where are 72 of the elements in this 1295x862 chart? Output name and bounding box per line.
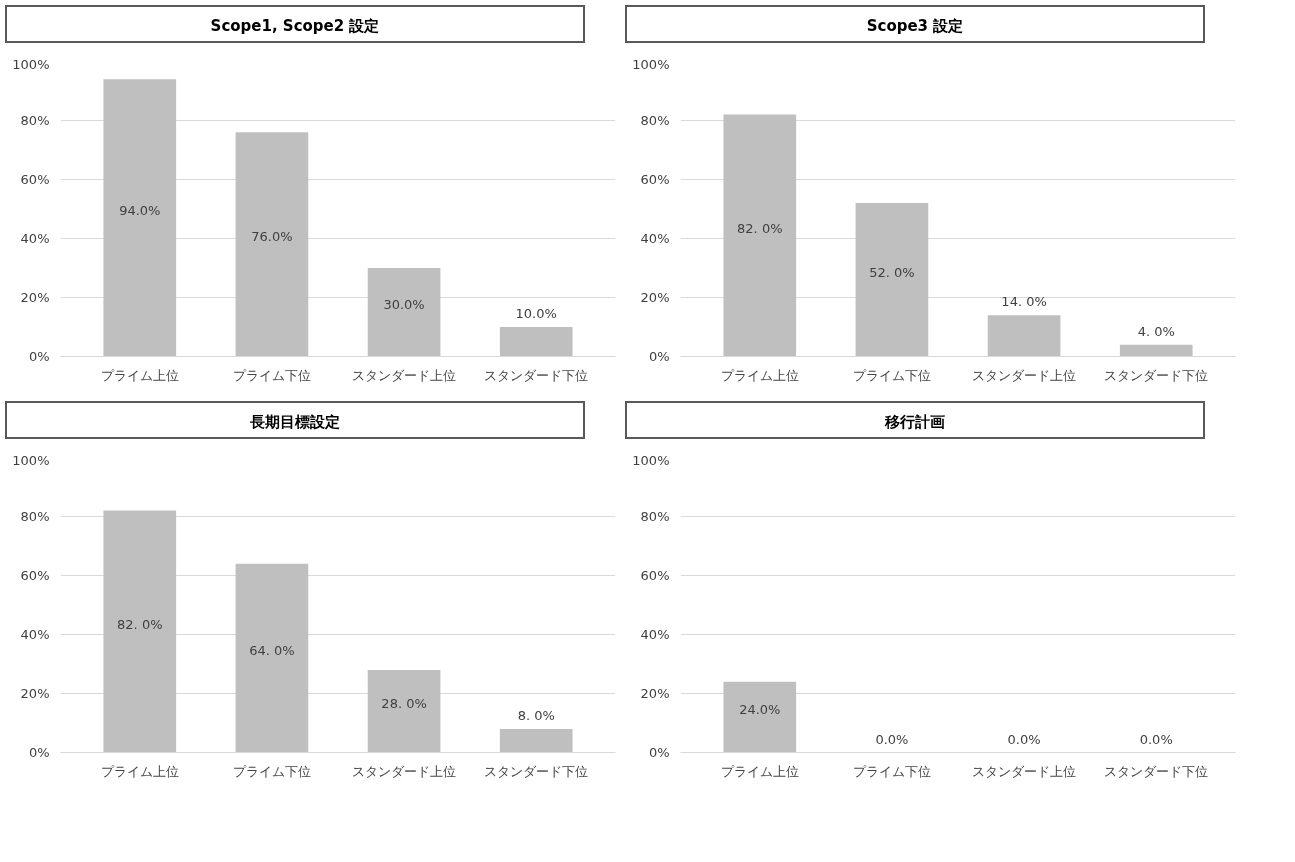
- chart-title: 移行計画: [625, 401, 1205, 439]
- y-tick-label: 60%: [640, 172, 670, 187]
- y-tick-label: 100%: [12, 56, 50, 72]
- bar: [367, 268, 441, 357]
- bar: [855, 203, 929, 357]
- data-label: 0.0%: [1007, 731, 1041, 747]
- x-tick-label: プライム上位: [100, 367, 179, 383]
- bar: [987, 315, 1061, 357]
- y-tick-label: 100%: [632, 452, 670, 468]
- chart-title: Scope1, Scope2 設定: [5, 5, 585, 43]
- y-tick-label: 60%: [20, 568, 50, 583]
- x-tick-label: スタンダード上位: [352, 763, 457, 779]
- bar: [499, 728, 573, 753]
- x-tick-label: プライム上位: [720, 763, 799, 779]
- y-tick-label: 40%: [20, 627, 50, 642]
- y-tick-label: 20%: [640, 290, 670, 305]
- x-tick-label: プライム上位: [720, 367, 799, 383]
- x-tick-label: スタンダード下位: [1104, 763, 1209, 779]
- bar: [1119, 344, 1193, 357]
- chart-title: 長期目標設定: [5, 401, 585, 439]
- y-tick-label: 0%: [28, 745, 50, 760]
- data-label: 52. 0%: [869, 264, 915, 280]
- data-label: 4. 0%: [1137, 323, 1175, 339]
- bar: [235, 132, 309, 357]
- y-tick-label: 20%: [20, 686, 50, 701]
- chart-title: Scope3 設定: [625, 5, 1205, 43]
- y-tick-label: 100%: [632, 56, 670, 72]
- y-tick-label: 0%: [648, 745, 670, 760]
- data-label: 24.0%: [739, 702, 781, 718]
- data-label: 30.0%: [383, 297, 425, 313]
- x-tick-label: スタンダード下位: [484, 763, 589, 779]
- x-tick-label: スタンダード上位: [972, 763, 1077, 779]
- y-tick-label: 0%: [28, 349, 50, 364]
- x-tick-label: プライム下位: [852, 763, 931, 779]
- bar: [103, 79, 177, 357]
- y-tick-label: 80%: [640, 113, 670, 128]
- bar: [367, 669, 441, 753]
- x-tick-label: プライム上位: [100, 763, 179, 779]
- y-tick-label: 80%: [20, 509, 50, 524]
- y-tick-label: 80%: [20, 113, 50, 128]
- y-tick-label: 20%: [20, 290, 50, 305]
- data-label: 28. 0%: [381, 696, 427, 712]
- y-tick-label: 60%: [640, 568, 670, 583]
- bar: [723, 114, 797, 357]
- y-tick-label: 0%: [648, 349, 670, 364]
- x-tick-label: スタンダード上位: [352, 367, 457, 383]
- x-tick-label: スタンダード下位: [1104, 367, 1209, 383]
- x-tick-label: プライム下位: [232, 367, 311, 383]
- y-tick-label: 40%: [20, 231, 50, 246]
- y-tick-label: 40%: [640, 627, 670, 642]
- data-label: 8. 0%: [517, 708, 555, 723]
- data-label: 94.0%: [119, 202, 161, 218]
- y-tick-label: 20%: [640, 686, 670, 701]
- data-label: 82. 0%: [737, 220, 783, 236]
- data-label: 14. 0%: [1001, 294, 1047, 310]
- x-tick-label: スタンダード上位: [972, 367, 1077, 383]
- bar: [235, 563, 309, 753]
- y-tick-label: 60%: [20, 172, 50, 187]
- bar: [499, 327, 573, 357]
- x-tick-label: プライム下位: [852, 367, 931, 383]
- data-label: 10.0%: [515, 306, 557, 322]
- data-label: 0.0%: [1139, 731, 1173, 747]
- data-label: 76.0%: [251, 229, 293, 245]
- y-tick-label: 100%: [12, 452, 50, 468]
- data-label: 64. 0%: [249, 643, 295, 659]
- data-label: 0.0%: [875, 731, 909, 747]
- y-tick-label: 80%: [640, 509, 670, 524]
- data-label: 82. 0%: [117, 616, 163, 632]
- x-tick-label: プライム下位: [232, 763, 311, 779]
- y-tick-label: 40%: [640, 231, 670, 246]
- x-tick-label: スタンダード下位: [484, 367, 589, 383]
- bar: [103, 510, 177, 753]
